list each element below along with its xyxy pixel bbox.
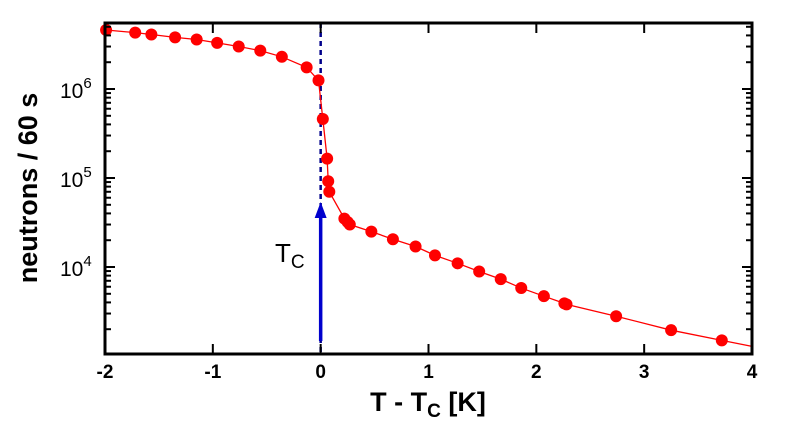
data-point bbox=[494, 273, 507, 286]
data-point bbox=[515, 282, 528, 295]
data-point bbox=[560, 298, 573, 311]
data-point bbox=[473, 265, 486, 278]
data-point bbox=[312, 74, 325, 87]
data-point bbox=[537, 290, 550, 303]
data-point bbox=[365, 225, 378, 238]
data-point bbox=[254, 44, 267, 57]
data-point bbox=[190, 33, 203, 46]
tc-arrow-head-icon bbox=[314, 202, 327, 218]
y-tick-label: 106 bbox=[60, 75, 92, 103]
data-point bbox=[316, 113, 329, 126]
data-point bbox=[665, 324, 678, 337]
data-point bbox=[343, 218, 356, 231]
x-tick-label: 4 bbox=[747, 362, 758, 383]
x-axis-ticks: -2 -1 0 1 2 3 4 bbox=[97, 23, 758, 383]
data-point bbox=[322, 175, 335, 188]
data-point bbox=[386, 233, 399, 246]
data-point bbox=[169, 31, 182, 44]
data-point bbox=[715, 334, 728, 347]
data-point bbox=[409, 240, 422, 253]
y-axis-title: neutrons / 60 s bbox=[13, 93, 43, 284]
data-point bbox=[145, 28, 158, 41]
x-tick-label: 1 bbox=[423, 362, 434, 383]
data-point bbox=[321, 152, 334, 165]
plot-frame bbox=[103, 21, 754, 356]
data-point bbox=[232, 40, 245, 53]
data-point bbox=[211, 36, 224, 49]
y-tick-label: 105 bbox=[60, 164, 92, 192]
x-axis-title: T - TC [K] bbox=[370, 387, 486, 422]
y-tick-label: 104 bbox=[60, 253, 92, 281]
data-line bbox=[106, 29, 753, 348]
x-tick-label: -2 bbox=[97, 362, 114, 383]
data-point bbox=[129, 26, 142, 39]
plot-area bbox=[100, 23, 753, 354]
data-point bbox=[428, 249, 441, 262]
x-tick-label: 2 bbox=[531, 362, 542, 383]
data-point bbox=[451, 257, 464, 270]
x-tick-label: -1 bbox=[204, 362, 221, 383]
y-axis-ticks: 104 105 106 bbox=[60, 25, 752, 331]
data-point bbox=[300, 61, 313, 74]
x-tick-label: 0 bbox=[315, 362, 326, 383]
data-point bbox=[610, 310, 623, 323]
data-point bbox=[275, 50, 288, 63]
tc-annotation-label: TC bbox=[275, 238, 305, 273]
x-tick-label: 3 bbox=[639, 362, 650, 383]
data-point bbox=[323, 185, 336, 198]
